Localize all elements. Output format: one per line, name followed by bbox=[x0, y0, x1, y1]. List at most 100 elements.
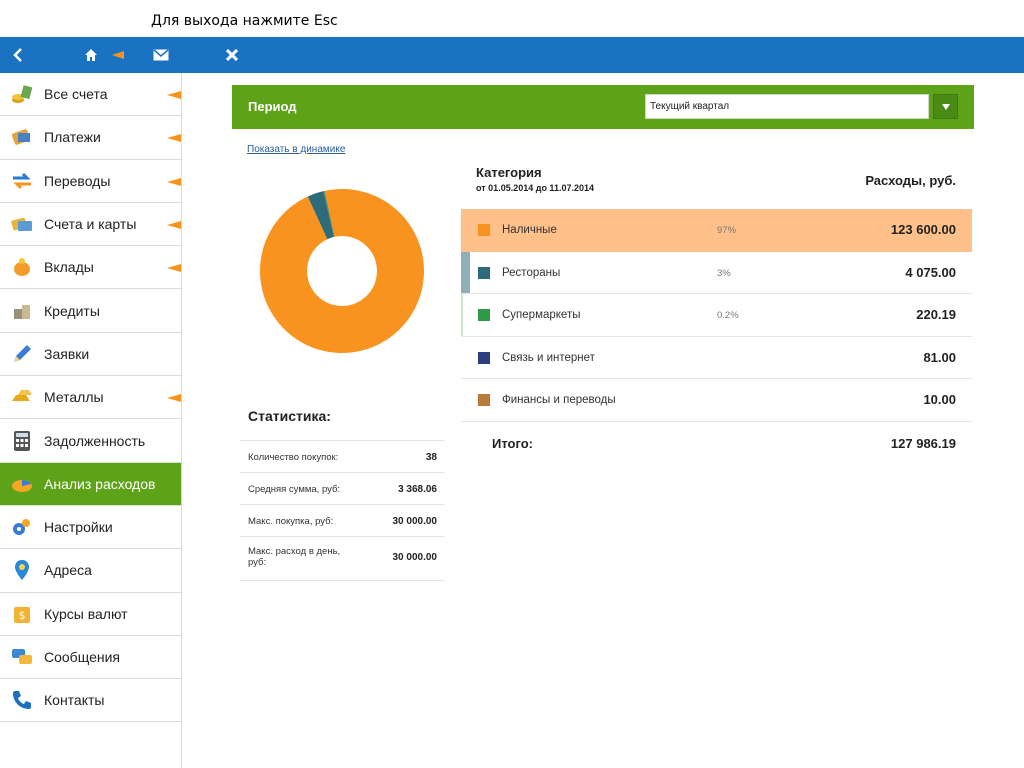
category-swatch bbox=[478, 309, 490, 322]
period-bar: Период Текущий квартал bbox=[232, 85, 974, 129]
home-indicator-arrow bbox=[112, 51, 124, 59]
sidebar-item[interactable]: Счета и карты bbox=[0, 203, 181, 247]
phone-icon bbox=[10, 688, 34, 712]
total-label: Итого: bbox=[492, 436, 533, 451]
svg-text:$: $ bbox=[19, 609, 26, 622]
sidebar-item-label: Настройки bbox=[44, 519, 113, 536]
sidebar-item[interactable]: Задолженность bbox=[0, 419, 181, 463]
stat-row: Количество покупок: 38 bbox=[240, 440, 445, 472]
sidebar-arrow-indicator bbox=[167, 134, 181, 143]
period-dropdown-button[interactable] bbox=[933, 94, 958, 119]
sidebar-item-label: Задолженность bbox=[44, 432, 146, 449]
category-name: Финансы и переводы bbox=[502, 394, 616, 407]
category-title: Категория bbox=[476, 165, 542, 180]
donut-svg bbox=[260, 189, 424, 353]
sidebar-item[interactable]: Металлы bbox=[0, 376, 181, 420]
category-percent: 0.2% bbox=[717, 310, 739, 322]
pie-chart-icon bbox=[10, 472, 34, 496]
category-percent: 3% bbox=[717, 267, 731, 279]
stat-row: Макс. покупка, руб: 30 000.00 bbox=[240, 504, 445, 536]
stat-label: Макс. расход в день, руб: bbox=[248, 546, 341, 568]
stat-label: Макс. покупка, руб: bbox=[248, 516, 334, 527]
donut-slice[interactable] bbox=[323, 190, 335, 237]
stat-label: Количество покупок: bbox=[248, 452, 339, 463]
category-swatch bbox=[478, 266, 490, 279]
category-name: Рестораны bbox=[502, 266, 561, 279]
sidebar-item-label: Счета и карты bbox=[44, 216, 137, 233]
stat-row: Средняя сумма, руб: 3 368.06 bbox=[240, 472, 445, 504]
sidebar-item[interactable]: Адреса bbox=[0, 549, 181, 593]
category-amount: 220.19 bbox=[916, 307, 956, 323]
category-header: Категория от 01.05.2014 до 11.07.2014 bbox=[476, 165, 594, 193]
exit-hint: Для выхода нажмите Esc bbox=[151, 13, 338, 29]
calculator-icon bbox=[10, 429, 34, 453]
sidebar-arrow-indicator bbox=[167, 220, 181, 229]
sidebar-item-label: Переводы bbox=[44, 172, 111, 189]
transfer-arrows-icon bbox=[10, 169, 34, 193]
sidebar-item[interactable]: Настройки bbox=[0, 506, 181, 550]
category-row[interactable]: Супермаркеты 0.2% 220.19 bbox=[461, 294, 972, 337]
sidebar-item[interactable]: Все счета bbox=[0, 73, 181, 117]
category-table: Наличные 97% 123 600.00 Рестораны 3% 4 075.00… bbox=[461, 209, 972, 422]
sidebar-item[interactable]: Заявки bbox=[0, 333, 181, 377]
sidebar-item-label: Контакты bbox=[44, 692, 105, 709]
sidebar-arrow-indicator bbox=[167, 177, 181, 186]
category-amount: 123 600.00 bbox=[890, 222, 956, 237]
sidebar-item[interactable]: Контакты bbox=[0, 679, 181, 723]
donut-slice[interactable] bbox=[260, 189, 424, 353]
period-title: Период bbox=[248, 99, 297, 114]
sidebar-item-label: Платежи bbox=[44, 129, 101, 146]
category-row[interactable]: Финансы и переводы 10.00 bbox=[461, 379, 972, 422]
chevron-down-icon bbox=[941, 103, 950, 110]
category-swatch bbox=[478, 394, 490, 407]
period-select[interactable]: Текущий квартал bbox=[645, 94, 929, 119]
sidebar-arrow-indicator bbox=[167, 394, 181, 403]
sidebar-item[interactable]: Переводы bbox=[0, 160, 181, 203]
stat-row: Макс. расход в день, руб: 30 000.00 bbox=[240, 536, 445, 580]
chat-bubbles-icon bbox=[10, 645, 34, 669]
expenses-title: Расходы, руб. bbox=[865, 173, 956, 188]
sidebar-item-label: Анализ расходов bbox=[44, 475, 156, 492]
category-amount: 10.00 bbox=[923, 392, 956, 408]
sidebar-item[interactable]: $ Курсы валют bbox=[0, 593, 181, 636]
map-pin-icon bbox=[10, 558, 34, 582]
donut-slice[interactable] bbox=[324, 190, 335, 237]
sidebar-item[interactable]: Платежи bbox=[0, 116, 181, 160]
mail-icon[interactable] bbox=[150, 37, 172, 73]
top-toolbar bbox=[0, 37, 1024, 73]
category-row[interactable]: Наличные 97% 123 600.00 bbox=[461, 209, 972, 252]
sidebar-item[interactable]: Сообщения bbox=[0, 636, 181, 680]
sidebar-item[interactable]: Анализ расходов bbox=[0, 462, 181, 506]
gears-icon bbox=[10, 515, 34, 539]
sidebar-item-label: Металлы bbox=[44, 389, 104, 406]
stats-title: Статистика: bbox=[248, 408, 331, 424]
total-value: 127 986.19 bbox=[890, 436, 956, 451]
sidebar-item[interactable]: Кредиты bbox=[0, 289, 181, 333]
cards-icon bbox=[10, 212, 34, 236]
category-name: Супермаркеты bbox=[502, 309, 581, 322]
stat-value: 30 000.00 bbox=[392, 552, 438, 563]
piggy-bank-icon bbox=[10, 255, 34, 279]
expense-donut-chart bbox=[258, 187, 426, 355]
stats-divider bbox=[240, 580, 445, 581]
sidebar-item-label: Все счета bbox=[44, 86, 108, 103]
date-range: от 01.05.2014 до 11.07.2014 bbox=[476, 183, 594, 193]
stat-value: 30 000.00 bbox=[392, 516, 438, 527]
total-row: Итого: 127 986.19 bbox=[461, 422, 972, 462]
category-row[interactable]: Связь и интернет 81.00 bbox=[461, 337, 972, 380]
category-amount: 4 075.00 bbox=[905, 264, 956, 280]
stat-label: Средняя сумма, руб: bbox=[248, 484, 341, 495]
pencil-icon bbox=[10, 342, 34, 366]
show-dynamics-link[interactable]: Показать в динамике bbox=[247, 144, 346, 155]
sidebar-item[interactable]: Вклады bbox=[0, 246, 181, 290]
back-icon[interactable] bbox=[6, 37, 30, 73]
sidebar-arrow-indicator bbox=[167, 264, 181, 273]
sidebar-item-label: Кредиты bbox=[44, 302, 100, 319]
category-row[interactable]: Рестораны 3% 4 075.00 bbox=[461, 251, 972, 295]
close-icon[interactable] bbox=[221, 37, 243, 73]
donut-slice[interactable] bbox=[324, 190, 335, 237]
home-icon[interactable] bbox=[80, 37, 102, 73]
sidebar-arrow-indicator bbox=[167, 91, 181, 99]
sidebar: Все счета Платежи Переводы Счета и карты Вкл… bbox=[0, 73, 182, 768]
donut-slice[interactable] bbox=[307, 191, 335, 240]
